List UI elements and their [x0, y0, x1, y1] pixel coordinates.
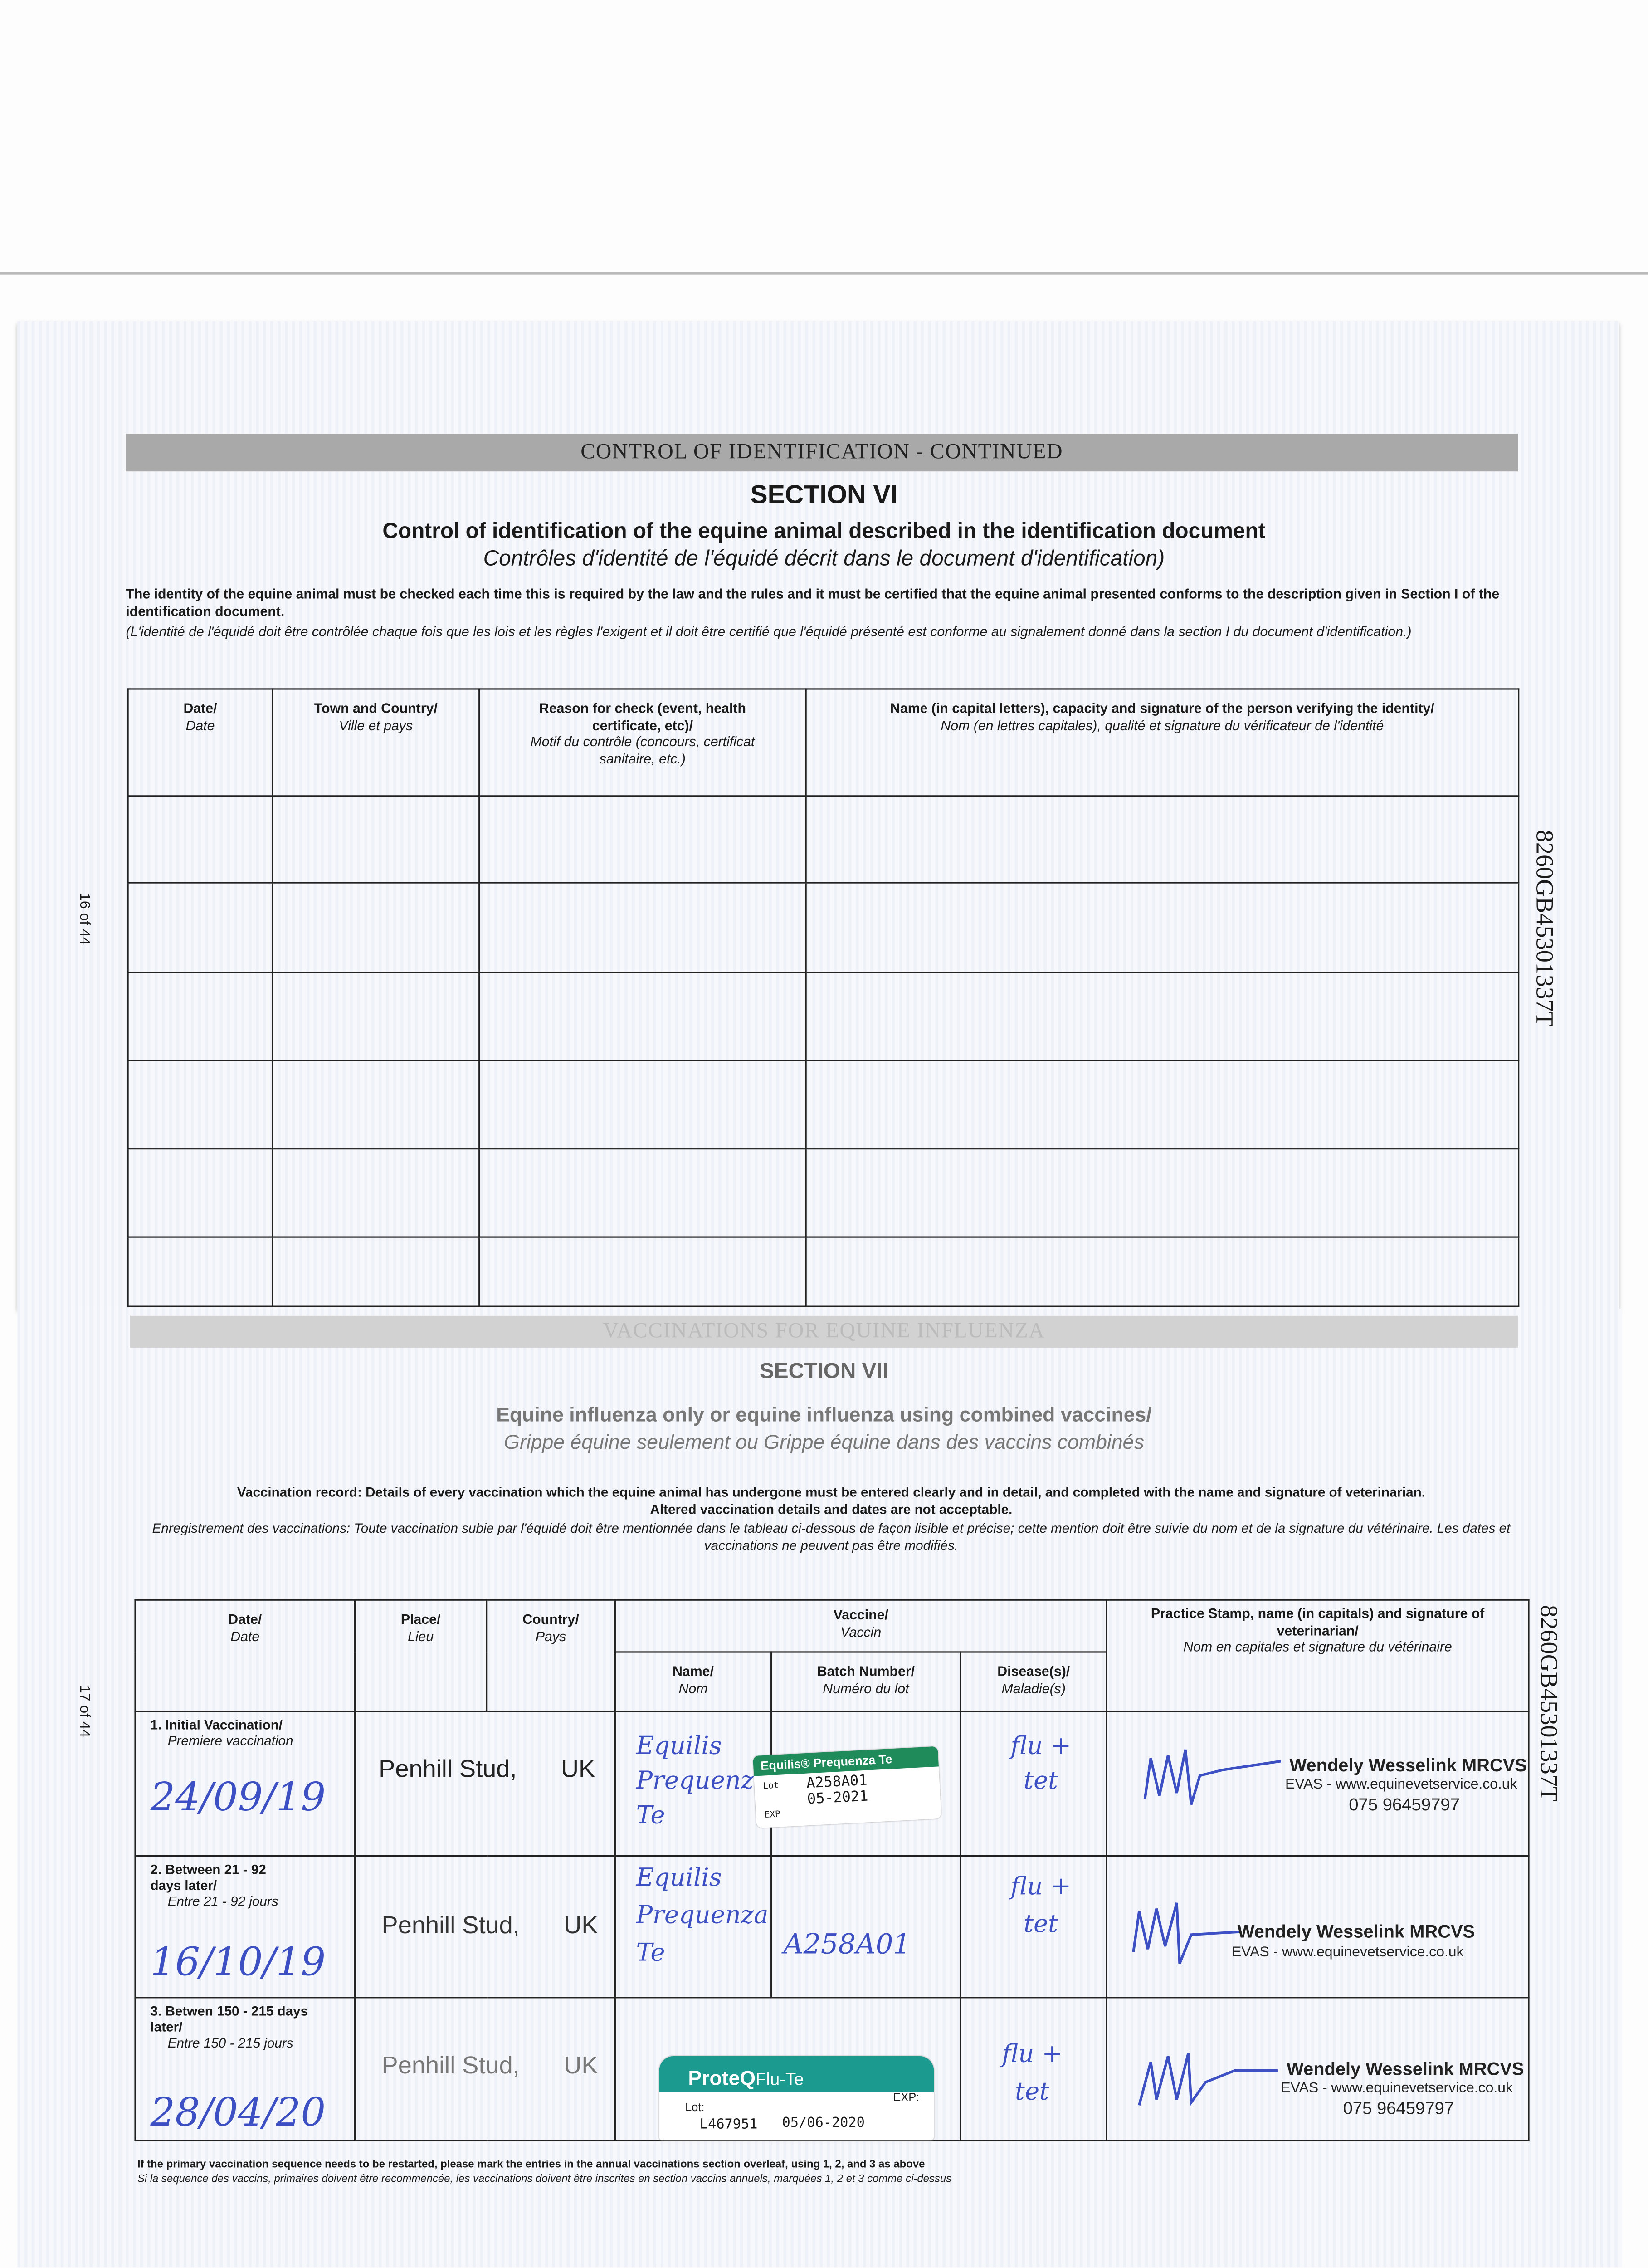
- col-header-batch: Batch Number/Numéro du lot: [770, 1651, 961, 1712]
- signature: [1143, 1749, 1281, 1805]
- vet-name: Wendely Wesselink MRCVS: [1289, 1755, 1527, 1776]
- page-number: 17 of 44: [76, 1685, 92, 1738]
- document-id: 8260GB45301337T: [1531, 830, 1559, 1027]
- vaccination-row-2: 2. Between 21 - 92 days later/Entre 21 -…: [134, 1855, 1530, 1999]
- table-row: [127, 795, 1520, 884]
- intro-text-fr: (L'identité de l'équidé doit être contrô…: [126, 625, 1412, 641]
- signature: [1132, 1902, 1241, 1964]
- place-stamp: Penhill Stud,: [381, 1911, 520, 1939]
- table-row: [127, 1236, 1520, 1307]
- band-title: VACCINATIONS FOR EQUINE INFLUENZA: [130, 1315, 1518, 1348]
- col-header-country: Country/Pays: [486, 1599, 616, 1712]
- disease: flu + tet: [1010, 1872, 1072, 1939]
- vet-practice: EVAS - www.equinevetservice.co.uk: [1232, 1945, 1464, 1961]
- page-number: 16 of 44: [76, 893, 92, 945]
- vaccination-date: 28/04/20: [150, 2091, 326, 2136]
- vaccination-row-3: 3. Betwen 150 - 215 days later/Entre 150…: [134, 1997, 1530, 2142]
- intro-text-fr: Enregistrement des vaccinations: Toute v…: [152, 1521, 1511, 1553]
- section-subtitle: Equine influenza only or equine influenz…: [496, 1403, 1152, 1426]
- vet-practice: EVAS - www.equinevetservice.co.uk: [1281, 2081, 1513, 2097]
- table-row: [127, 1148, 1520, 1238]
- signature: [1138, 2053, 1278, 2107]
- disease: flu + tet: [1002, 2040, 1063, 2107]
- section-subtitle-fr: Contrôles d'identité de l'équidé décrit …: [483, 546, 1165, 572]
- scanner-edge: [0, 272, 1648, 275]
- vaccination-date: 16/10/19: [150, 1940, 326, 1985]
- country-stamp: UK: [561, 1755, 595, 1783]
- document-id: 8260GB45301337T: [1535, 1605, 1563, 1802]
- section-title: SECTION VI: [750, 480, 898, 509]
- vet-name: Wendely Wesselink MRCVS: [1237, 1921, 1475, 1942]
- vaccination-table: Date/Date Place/Lieu Country/Pays Vaccin…: [134, 1599, 1530, 2142]
- col-header-vet: Practice Stamp, name (in capitals) and s…: [1106, 1599, 1530, 1712]
- intro-text: The identity of the equine animal must b…: [126, 587, 1500, 621]
- section-subtitle: Control of identification of the equine …: [382, 519, 1266, 544]
- proteq-sticker: ProteQFlu-Te EXP: Lot: L467951 05/06-202…: [659, 2056, 934, 2140]
- intro-text: Vaccination record: Details of every vac…: [237, 1485, 1425, 1517]
- equilis-sticker: Equilis® Prequenza Te Lot A258A01 05-202…: [753, 1746, 941, 1828]
- col-header-date: Date/Date: [134, 1599, 356, 1712]
- batch-number: A258A01: [783, 1929, 911, 1961]
- section-subtitle-fr: Grippe équine seulement ou Grippe équine…: [504, 1430, 1144, 1453]
- col-header-date: Date/Date: [127, 688, 273, 797]
- vet-practice: EVAS - www.equinevetservice.co.uk: [1285, 1777, 1517, 1793]
- place-stamp: Penhill Stud,: [381, 2052, 520, 2079]
- vet-phone: 075 96459797: [1349, 1794, 1460, 1815]
- section-title: SECTION VII: [759, 1359, 889, 1384]
- footnote: If the primary vaccination sequence need…: [137, 2157, 925, 2170]
- disease: flu + tet: [1010, 1732, 1072, 1796]
- table-row: [127, 972, 1520, 1061]
- col-header-vaccine: Vaccine/Vaccin: [614, 1599, 1107, 1653]
- vet-phone: 075 96459797: [1343, 2098, 1454, 2119]
- band-title: CONTROL OF IDENTIFICATION - CONTINUED: [126, 434, 1518, 472]
- vaccine-name: Equilis Prequenza Te: [636, 1863, 769, 1968]
- col-header-disease: Disease(s)/Maladie(s): [960, 1651, 1107, 1712]
- col-header-verifier: Name (in capital letters), capacity and …: [805, 688, 1520, 797]
- place-stamp: Penhill Stud,: [379, 1755, 517, 1783]
- country-stamp: UK: [564, 2052, 598, 2079]
- table-row: [127, 1060, 1520, 1150]
- vet-name: Wendely Wesselink MRCVS: [1287, 2059, 1524, 2079]
- footnote-fr: Si la sequence des vaccins, primaires do…: [137, 2171, 952, 2185]
- col-header-place: Place/Lieu: [354, 1599, 488, 1712]
- col-header-reason: Reason for check (event, health certific…: [478, 688, 807, 797]
- col-header-name: Name/Nom: [614, 1651, 772, 1712]
- identity-check-table: Date/Date Town and Country/Ville et pays…: [127, 688, 1520, 1307]
- vaccination-date: 24/09/19: [150, 1775, 326, 1821]
- col-header-town: Town and Country/Ville et pays: [272, 688, 480, 797]
- country-stamp: UK: [564, 1911, 598, 1939]
- vaccine-name: Equilis Prequenza Te: [636, 1732, 769, 1831]
- table-row: [127, 882, 1520, 973]
- vaccination-row-1: 1. Initial Vaccination/Premiere vaccinat…: [134, 1711, 1530, 1857]
